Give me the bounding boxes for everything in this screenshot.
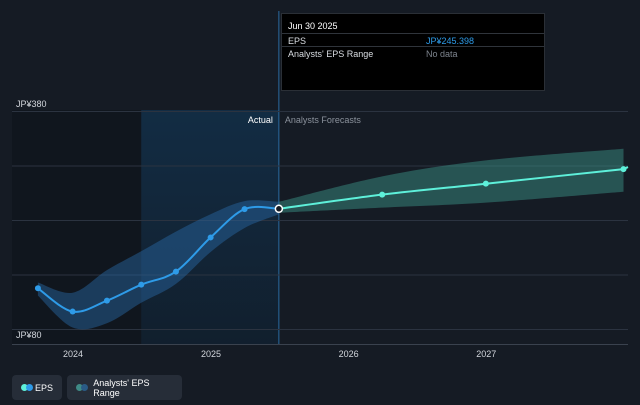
eps-range-band — [37, 200, 279, 330]
highlight-period — [141, 110, 279, 344]
eps-point — [103, 297, 110, 304]
x-axis-tick-2026: 2026 — [339, 349, 359, 359]
legend-eps-label: EPS — [34, 382, 53, 393]
legend-range-label: Analysts' EPS Range — [93, 377, 150, 398]
forecast-point — [482, 180, 489, 187]
actual-label: Actual — [248, 115, 273, 125]
legend-eps-range[interactable]: Analysts' EPS Range — [67, 375, 182, 400]
tooltip-eps-label: EPS — [288, 36, 307, 46]
y-axis-label-top: JP¥380 — [16, 99, 47, 109]
eps-point — [172, 268, 179, 275]
forecast-line — [278, 166, 629, 210]
eps-range-legend-icon — [76, 384, 88, 391]
forecast-point — [620, 166, 627, 173]
eps-point — [69, 308, 76, 315]
eps-point — [207, 234, 214, 241]
y-axis-label-bottom: JP¥80 — [16, 330, 42, 340]
tooltip-date: Jun 30 2025 — [288, 21, 338, 31]
forecast-range-band — [278, 148, 624, 213]
tooltip-range-label: Analysts' EPS Range — [288, 49, 374, 59]
legend-eps[interactable]: EPS — [12, 375, 62, 400]
x-axis-tick-2027: 2027 — [476, 349, 496, 359]
eps-point — [274, 204, 284, 214]
forecast-point — [379, 191, 386, 198]
tooltip-eps-value: JP¥245.398 — [426, 36, 475, 46]
eps-point — [34, 285, 41, 292]
tooltip-eps-row: EPS JP¥245.398 — [282, 33, 544, 47]
eps-point — [138, 281, 145, 288]
x-axis-tick-2025: 2025 — [201, 349, 221, 359]
forecast-label: Analysts Forecasts — [285, 115, 362, 125]
eps-tooltip: Jun 30 2025 EPS JP¥245.398 Analysts' EPS… — [281, 13, 545, 91]
x-axis-tick-2024: 2024 — [63, 349, 83, 359]
tooltip-range-row: Analysts' EPS Range No data — [282, 46, 544, 60]
tooltip-range-value: No data — [426, 49, 458, 59]
eps-legend-icon — [21, 384, 33, 391]
eps-point — [241, 206, 248, 213]
